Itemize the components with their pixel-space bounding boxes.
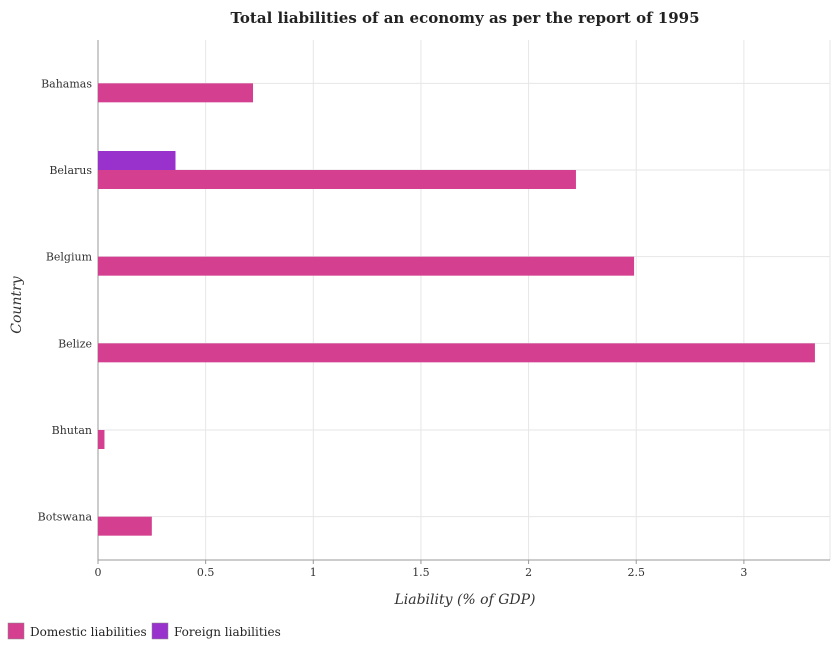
plot-area: 0 0.5 1 1.5 2 2.5 3 Bahamas Belarus Belgium Belize… <box>38 40 830 579</box>
legend-label: Foreign liabilities <box>174 625 281 639</box>
legend-label: Domestic liabilities <box>30 625 147 639</box>
bar-domestic-liabilities <box>98 257 634 276</box>
x-tick-label: 2 <box>525 566 532 579</box>
y-tick-label: Belarus <box>49 164 92 177</box>
y-tick-label: Belgium <box>46 251 93 264</box>
x-tick-label: 0.5 <box>197 566 215 579</box>
y-tick-label: Bahamas <box>41 77 92 90</box>
y-tick-label: Bhutan <box>52 424 92 437</box>
bar-domestic-liabilities <box>98 430 104 449</box>
x-tick-label: 2.5 <box>627 566 645 579</box>
x-tick-label: 1 <box>310 566 317 579</box>
x-tick-label: 3 <box>740 566 747 579</box>
legend: Domestic liabilities Foreign liabilities <box>8 623 281 639</box>
y-axis-title: Country <box>9 275 25 333</box>
legend-swatch <box>152 623 168 639</box>
x-tick-label: 1.5 <box>412 566 430 579</box>
bar-domestic-liabilities <box>98 83 253 102</box>
x-tick-label: 0 <box>95 566 102 579</box>
y-tick-label: Belize <box>58 337 92 350</box>
y-tick-label: Botswana <box>38 511 93 524</box>
legend-swatch <box>8 623 24 639</box>
x-axis-title: Liability (% of GDP) <box>393 592 535 608</box>
bar-domestic-liabilities <box>98 170 576 189</box>
bar-domestic-liabilities <box>98 517 152 536</box>
bar-domestic-liabilities <box>98 343 815 362</box>
bar-foreign-liabilities <box>98 151 176 170</box>
chart-title: Total liabilities of an economy as per t… <box>230 9 699 27</box>
